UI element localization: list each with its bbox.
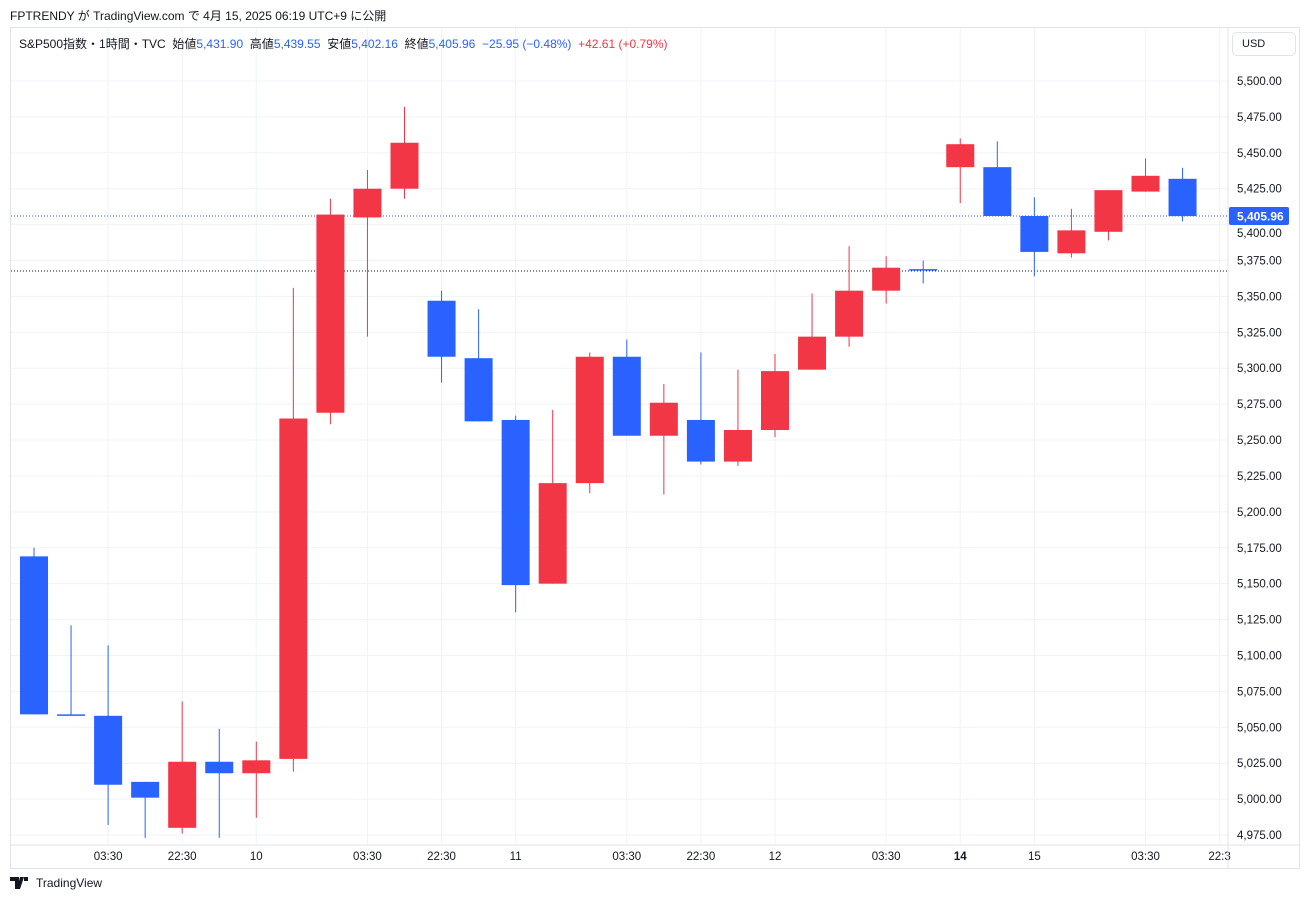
y-tick-label: 5,350.00 — [1237, 291, 1282, 303]
candle-body — [390, 142, 419, 189]
candle-body — [723, 429, 752, 462]
candle-body — [20, 556, 48, 715]
y-tick-label: 5,400.00 — [1237, 228, 1282, 240]
candle-body — [464, 358, 493, 422]
x-tick-label: 03:30 — [612, 851, 641, 863]
currency-button[interactable]: USD — [1232, 32, 1296, 56]
candle-body — [168, 761, 197, 828]
y-tick-label: 5,275.00 — [1237, 399, 1282, 411]
y-tick-label: 5,450.00 — [1237, 148, 1282, 160]
candle-body — [1131, 175, 1160, 192]
candle-body — [612, 356, 641, 436]
x-tick-label: 22:3 — [1208, 851, 1230, 863]
change-value-2: +42.61 (+0.79%) — [578, 37, 668, 51]
last-price-label: 5,405.96 — [1237, 210, 1284, 224]
candle-body — [872, 267, 901, 291]
y-tick-label: 4,975.00 — [1237, 830, 1282, 842]
y-tick-label: 5,025.00 — [1237, 758, 1282, 770]
x-tick-label: 15 — [1028, 851, 1041, 863]
x-tick-label: 11 — [510, 851, 522, 863]
x-tick-label: 10 — [250, 851, 263, 863]
candle-body — [835, 290, 864, 337]
candle-body — [1057, 230, 1086, 254]
x-tick-label: 22:30 — [687, 851, 716, 863]
y-tick-label: 5,225.00 — [1237, 471, 1282, 483]
open-label: 始値 — [172, 37, 197, 51]
candle-body — [1094, 190, 1123, 232]
chart-frame — [10, 27, 1300, 869]
x-tick-label: 14 — [954, 851, 967, 863]
tradingview-icon — [10, 877, 28, 889]
candle-body — [1168, 178, 1197, 217]
candle-body — [1020, 216, 1049, 252]
y-tick-label: 5,000.00 — [1237, 794, 1282, 806]
y-tick-label: 5,175.00 — [1237, 543, 1282, 555]
x-tick-label: 12 — [769, 851, 782, 863]
candle-body — [909, 269, 938, 271]
ohlc-legend: S&P500指数・1時間・TVC 始値5,431.90 高値5,439.55 安… — [19, 35, 668, 52]
x-tick-label: 03:30 — [94, 851, 123, 863]
open-value: 5,431.90 — [196, 37, 244, 51]
y-tick-label: 5,375.00 — [1237, 256, 1282, 268]
candle-body — [316, 214, 345, 413]
candle-body — [57, 714, 86, 716]
y-tick-label: 5,075.00 — [1237, 686, 1282, 698]
y-tick-label: 5,475.00 — [1237, 112, 1282, 124]
y-tick-label: 5,300.00 — [1237, 363, 1282, 375]
x-tick-label: 03:30 — [353, 851, 382, 863]
y-tick-label: 5,425.00 — [1237, 184, 1282, 196]
y-tick-label: 5,125.00 — [1237, 615, 1282, 627]
x-tick-label: 22:30 — [168, 851, 197, 863]
close-value: 5,405.96 — [428, 37, 476, 51]
publish-info: FPTRENDY が TradingView.com で 4月 15, 2025… — [10, 9, 387, 23]
y-tick-label: 5,250.00 — [1237, 435, 1282, 447]
candle-body — [353, 188, 382, 218]
high-label: 高値 — [249, 37, 274, 51]
candle-body — [242, 760, 271, 774]
y-tick-label: 5,200.00 — [1237, 507, 1282, 519]
candle-body — [501, 419, 530, 586]
candle-body — [575, 356, 604, 484]
symbol-info[interactable]: S&P500指数・1時間・TVC — [19, 37, 166, 51]
y-tick-label: 5,100.00 — [1237, 650, 1282, 662]
x-tick-label: 22:30 — [427, 851, 456, 863]
y-tick-label: 5,500.00 — [1237, 76, 1282, 88]
candle-body — [538, 483, 567, 584]
y-tick-label: 5,150.00 — [1237, 579, 1282, 591]
candle-body — [649, 402, 678, 436]
candle-body — [946, 144, 975, 168]
x-tick-label: 03:30 — [1131, 851, 1160, 863]
x-tick-label: 03:30 — [872, 851, 901, 863]
candle-body — [761, 371, 789, 430]
y-tick-label: 5,050.00 — [1237, 722, 1282, 734]
tradingview-logo: TradingView — [10, 876, 102, 890]
high-value: 5,439.55 — [273, 37, 321, 51]
candle-body — [686, 419, 715, 462]
last-price-badge — [1229, 207, 1289, 226]
candle-body — [798, 336, 827, 370]
candle-body — [131, 781, 160, 798]
low-label: 安値 — [327, 37, 352, 51]
candle-body — [94, 715, 123, 785]
y-tick-label: 5,325.00 — [1237, 327, 1282, 339]
brand-text: TradingView — [36, 876, 103, 890]
change-value: −25.95 (−0.48%) — [482, 37, 572, 51]
candle-body — [427, 300, 456, 357]
candle-body — [983, 167, 1012, 217]
candle-body — [205, 761, 234, 774]
close-label: 終値 — [404, 37, 429, 51]
candle-body — [279, 418, 308, 759]
low-value: 5,402.16 — [351, 37, 398, 51]
